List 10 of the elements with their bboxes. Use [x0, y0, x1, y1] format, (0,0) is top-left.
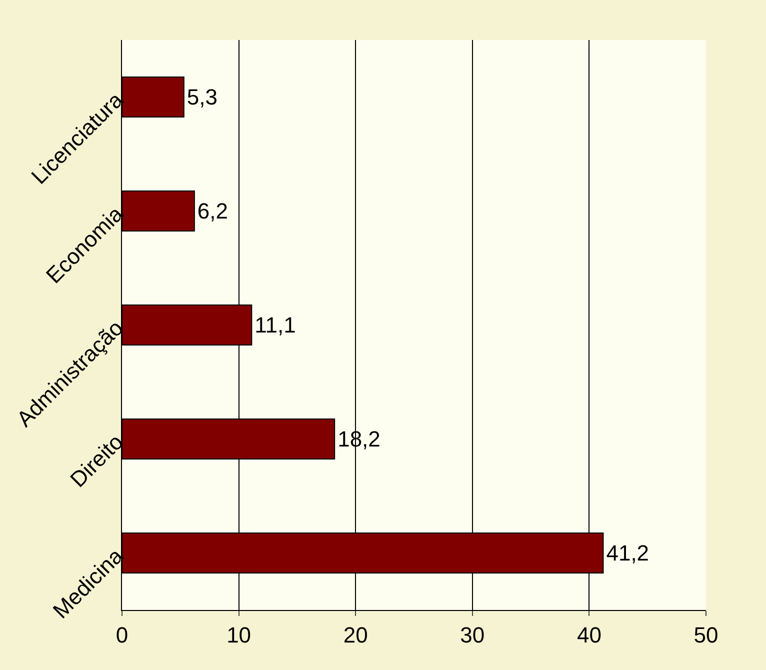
- data-label: 5,3: [186, 84, 218, 110]
- x-tick-label: 50: [694, 622, 718, 648]
- data-label: 6,2: [197, 198, 228, 224]
- x-tick-label: 30: [460, 622, 485, 648]
- x-tick-label: 0: [116, 622, 128, 648]
- x-tick-label: 10: [226, 622, 252, 648]
- x-tick-label: 20: [343, 622, 368, 648]
- data-label: 41,2: [606, 540, 650, 566]
- data-label: 11,1: [254, 312, 296, 338]
- x-tick-label: 40: [576, 622, 602, 648]
